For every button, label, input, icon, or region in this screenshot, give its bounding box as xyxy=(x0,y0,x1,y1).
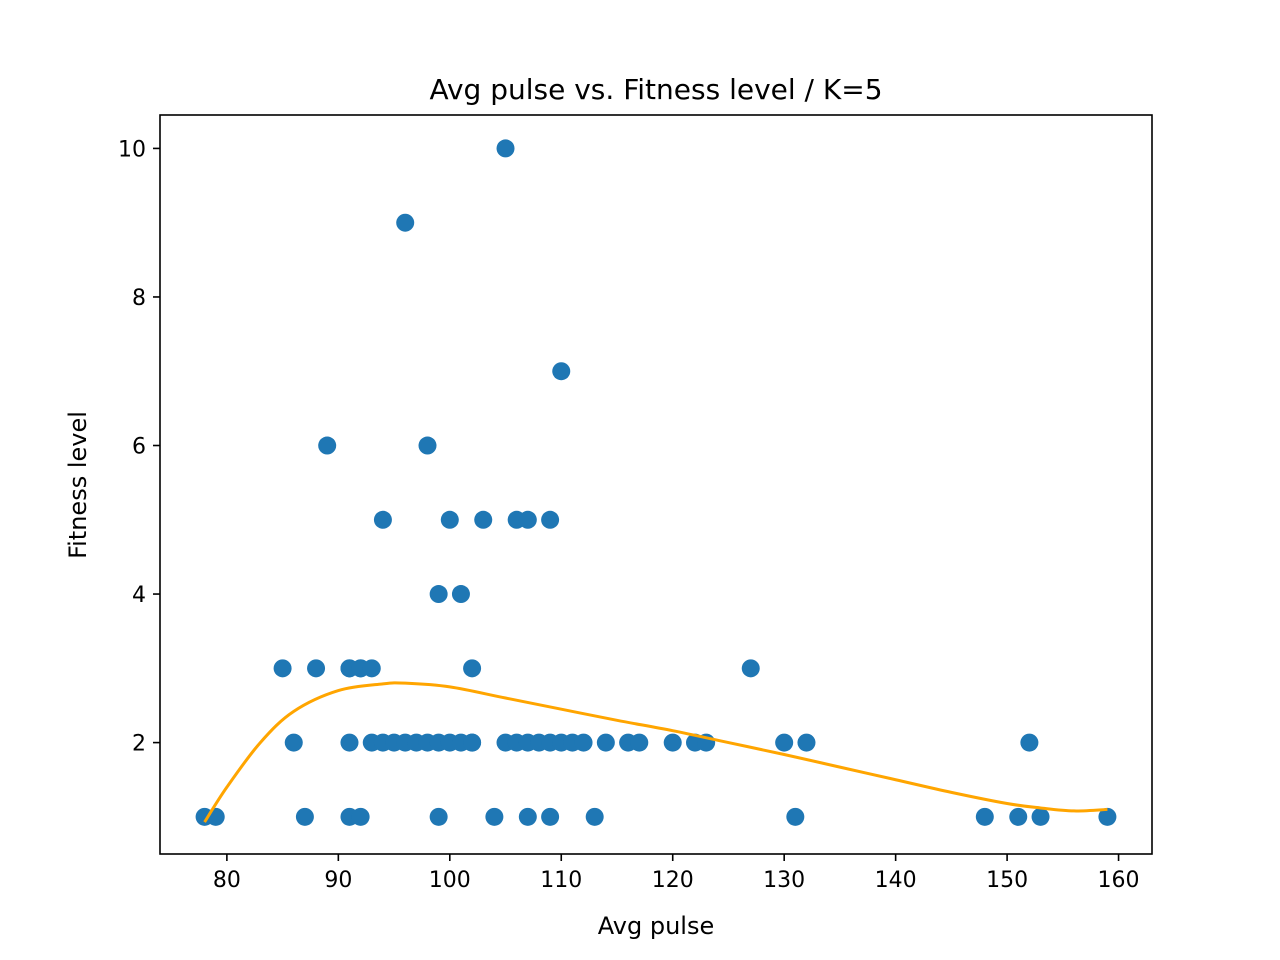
x-tick-label: 120 xyxy=(652,868,694,893)
data-point xyxy=(518,510,537,529)
x-tick-label: 110 xyxy=(540,868,582,893)
x-tick-label: 80 xyxy=(213,868,241,893)
y-tick-label: 8 xyxy=(132,286,146,311)
data-point xyxy=(485,807,504,826)
data-point xyxy=(541,510,560,529)
axis-ticks: 80 90 100 110 120 130 140 150 160 2 4 6 8 10 xyxy=(118,137,1140,893)
data-point xyxy=(786,807,805,826)
data-point xyxy=(775,733,794,752)
x-tick-label: 90 xyxy=(324,868,352,893)
data-point xyxy=(1098,807,1117,826)
x-tick-label: 130 xyxy=(763,868,805,893)
data-point xyxy=(463,733,482,752)
data-point xyxy=(496,139,515,158)
y-axis-label: Fitness level xyxy=(64,411,92,559)
data-point xyxy=(351,807,370,826)
data-point xyxy=(1020,733,1039,752)
x-tick-label: 160 xyxy=(1098,868,1140,893)
data-point xyxy=(574,733,593,752)
data-point xyxy=(474,510,493,529)
fit-curve xyxy=(203,681,1108,823)
data-point xyxy=(340,733,359,752)
y-tick-label: 4 xyxy=(132,583,146,608)
data-point xyxy=(451,585,470,604)
axes-frame xyxy=(159,114,1153,855)
data-point xyxy=(518,807,537,826)
data-point xyxy=(318,436,337,455)
data-point xyxy=(429,585,448,604)
data-point xyxy=(741,659,760,678)
data-point xyxy=(1009,807,1028,826)
data-point xyxy=(396,213,415,232)
data-point xyxy=(1031,807,1050,826)
data-point xyxy=(552,362,571,381)
x-tick-label: 150 xyxy=(986,868,1028,893)
data-point xyxy=(307,659,326,678)
data-point xyxy=(373,510,392,529)
x-axis-label: Avg pulse xyxy=(598,912,714,940)
plot-area xyxy=(195,139,1117,826)
y-tick-label: 2 xyxy=(132,732,146,757)
data-point xyxy=(797,733,816,752)
x-tick-label: 140 xyxy=(875,868,917,893)
data-point xyxy=(273,659,292,678)
data-point xyxy=(429,807,448,826)
x-tick-label: 100 xyxy=(429,868,471,893)
data-point xyxy=(284,733,303,752)
data-point xyxy=(975,807,994,826)
data-point xyxy=(663,733,682,752)
data-point xyxy=(295,807,314,826)
data-point xyxy=(463,659,482,678)
data-point xyxy=(585,807,604,826)
y-tick-label: 10 xyxy=(118,137,146,162)
chart-title: Avg pulse vs. Fitness level / K=5 xyxy=(429,73,882,106)
data-point xyxy=(440,510,459,529)
y-tick-label: 6 xyxy=(132,435,146,460)
data-point xyxy=(418,436,437,455)
data-point xyxy=(362,659,381,678)
data-point xyxy=(541,807,560,826)
data-point xyxy=(630,733,649,752)
data-point xyxy=(596,733,615,752)
